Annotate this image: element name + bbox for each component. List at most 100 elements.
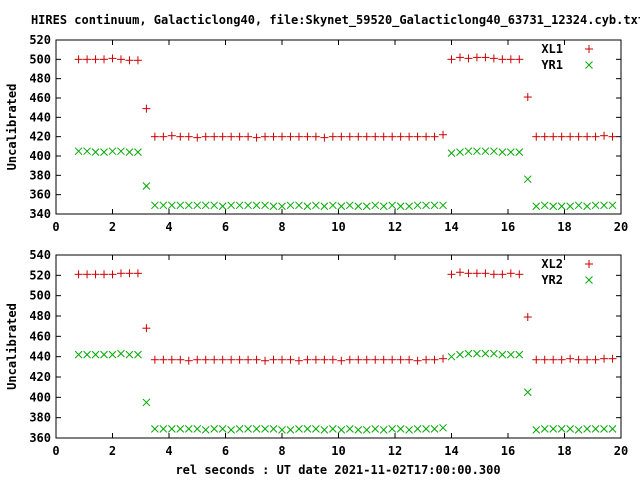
- data-point-XL2: [540, 355, 549, 364]
- data-point-YR1: [515, 148, 524, 156]
- data-point-XL2: [413, 356, 422, 365]
- chart-title: HIRES continuum, Galacticlong40, file:Sk…: [31, 13, 640, 28]
- data-point-YR1: [608, 201, 617, 210]
- data-point-XL2: [184, 356, 193, 365]
- data-point-XL2: [244, 355, 253, 364]
- data-point-YR2: [481, 349, 490, 358]
- data-point-YR1: [193, 201, 202, 210]
- data-point-YR1: [151, 201, 159, 210]
- data-point-YR2: [210, 424, 219, 433]
- data-point-XL1: [125, 56, 134, 65]
- data-point-XL2: [566, 354, 575, 363]
- data-point-XL2: [328, 355, 337, 364]
- y-tick-label: 500: [29, 289, 51, 303]
- data-point-XL2: [549, 355, 558, 364]
- x-tick-label: 6: [222, 220, 229, 234]
- data-point-XL1: [150, 132, 159, 141]
- data-point-XL2: [396, 355, 405, 364]
- data-point-YR1: [125, 148, 134, 156]
- data-point-XL1: [167, 131, 176, 140]
- data-point-YR1: [430, 201, 439, 210]
- y-tick-label: 340: [29, 207, 51, 221]
- data-point-YR2: [379, 426, 388, 434]
- data-point-YR1: [142, 182, 151, 190]
- data-point-XL1: [345, 132, 354, 141]
- data-point-XL1: [218, 132, 227, 141]
- data-point-XL2: [515, 270, 524, 279]
- data-point-XL2: [227, 355, 236, 364]
- data-point-YR1: [74, 147, 83, 156]
- data-point-YR1: [506, 148, 515, 156]
- data-point-XL2: [269, 355, 278, 364]
- series-YR2: [74, 349, 617, 434]
- data-point-XL1: [523, 93, 532, 102]
- data-point-XL1: [100, 55, 109, 64]
- data-point-YR2: [566, 424, 575, 433]
- y-tick-label: 380: [29, 168, 51, 182]
- data-point-YR1: [566, 202, 575, 211]
- data-point-XL1: [142, 104, 151, 113]
- data-point-XL2: [167, 355, 176, 364]
- data-point-YR2: [422, 424, 430, 433]
- data-point-YR2: [235, 424, 244, 433]
- data-point-XL1: [583, 132, 592, 141]
- data-point-YR1: [328, 201, 337, 210]
- data-point-XL2: [235, 355, 244, 364]
- data-point-XL2: [116, 269, 125, 278]
- y-tick-label: 440: [29, 350, 51, 364]
- data-point-YR2: [201, 426, 210, 434]
- data-point-XL2: [142, 324, 151, 333]
- data-point-XL1: [422, 132, 431, 141]
- data-point-YR2: [490, 349, 498, 358]
- data-point-XL1: [388, 132, 397, 141]
- data-point-XL1: [74, 55, 83, 64]
- y-tick-label: 520: [29, 268, 51, 282]
- data-point-XL1: [608, 132, 617, 141]
- data-point-XL2: [176, 355, 185, 364]
- data-point-YR1: [83, 147, 91, 156]
- data-point-XL2: [150, 355, 159, 364]
- top-plot-panel: 0 2 4 6 8 10 12 14 16 18 20 340 360 380 400 420 440 460 48…: [5, 33, 628, 234]
- y-tick-label: 460: [29, 329, 51, 343]
- data-point-YR1: [371, 201, 380, 210]
- data-point-XL1: [269, 132, 278, 141]
- data-point-XL2: [371, 355, 380, 364]
- data-point-XL2: [133, 269, 142, 278]
- data-point-YR2: [91, 350, 100, 359]
- data-point-YR1: [591, 201, 600, 210]
- data-point-YR1: [312, 201, 320, 210]
- y-tick-label: 480: [29, 72, 51, 86]
- legend-label: XL2: [541, 257, 563, 271]
- data-point-YR1: [184, 201, 193, 210]
- y-tick-label: 360: [29, 431, 51, 445]
- data-point-XL1: [379, 132, 388, 141]
- data-point-YR2: [125, 350, 134, 359]
- data-point-YR1: [532, 202, 541, 211]
- data-point-XL2: [591, 355, 600, 364]
- data-point-XL1: [286, 132, 295, 141]
- data-point-YR1: [117, 147, 125, 156]
- data-point-XL1: [116, 55, 125, 64]
- data-point-YR1: [261, 201, 269, 210]
- data-point-YR2: [388, 424, 397, 433]
- data-point-YR1: [447, 149, 456, 157]
- data-point-YR2: [142, 398, 151, 407]
- data-point-XL1: [600, 131, 609, 140]
- data-point-XL2: [600, 354, 609, 363]
- data-point-YR2: [227, 426, 236, 434]
- x-tick-label: 12: [388, 444, 402, 458]
- data-point-YR2: [515, 350, 524, 359]
- data-point-YR2: [100, 350, 108, 359]
- y-tick-label: 440: [29, 110, 51, 124]
- data-point-YR2: [167, 424, 176, 433]
- data-point-YR1: [108, 147, 117, 156]
- data-point-YR2: [269, 424, 278, 433]
- data-point-XL2: [379, 355, 388, 364]
- data-point-YR1: [473, 147, 481, 156]
- data-point-YR1: [286, 201, 295, 210]
- data-point-XL2: [320, 355, 329, 364]
- x-tick-label: 10: [331, 444, 345, 458]
- data-point-YR1: [574, 201, 583, 210]
- data-point-YR1: [456, 148, 464, 156]
